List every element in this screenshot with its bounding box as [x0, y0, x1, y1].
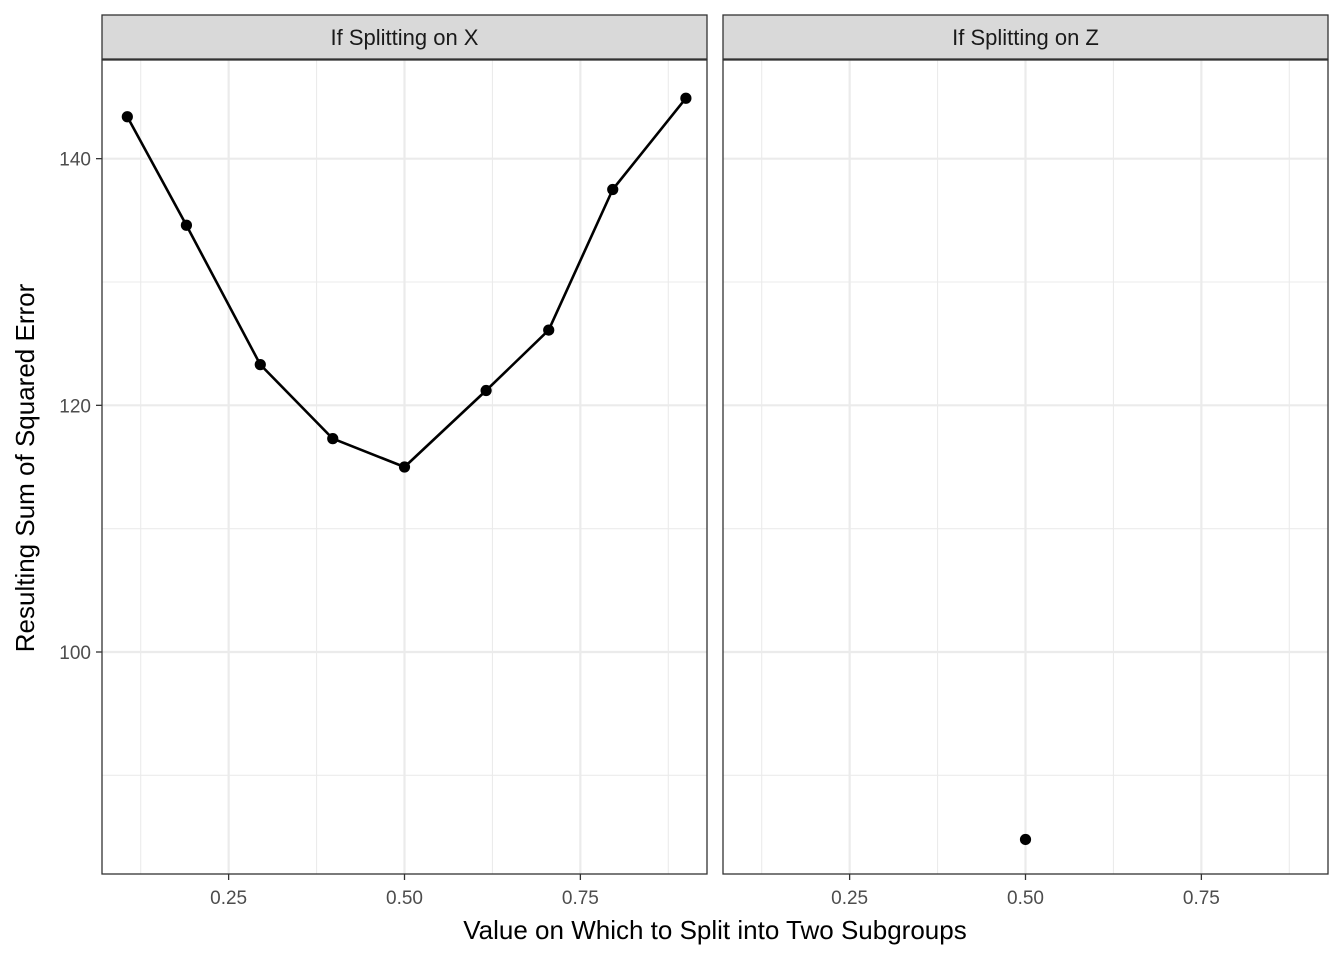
data-point — [680, 92, 692, 104]
data-point — [398, 461, 411, 473]
facet-strip-label: If Splitting on Z — [952, 25, 1099, 50]
y-axis: 100 120 140 — [59, 150, 102, 664]
data-point — [480, 384, 492, 397]
x-tick-label: 0.75 — [1183, 888, 1220, 909]
data-point — [607, 183, 619, 196]
facet-strip — [722, 14, 1329, 60]
y-tick-label: 140 — [59, 150, 91, 171]
facet-panel-2: If Splitting on Z 0.25 0.50 0.75 — [722, 14, 1329, 909]
x-tick-label: 0.25 — [210, 888, 247, 909]
y-axis-title: Resulting Sum of Squared Error — [10, 283, 40, 652]
facet-panel-1: If Splitting on X 0.25 0.50 0.75 — [101, 14, 708, 909]
x-tick-label: 0.25 — [831, 888, 868, 909]
x-tick-label: 0.50 — [386, 888, 423, 909]
y-tick-label: 100 — [59, 643, 91, 664]
y-tick-label: 120 — [59, 396, 91, 417]
facet-strip — [101, 14, 708, 60]
facet-strip-label: If Splitting on X — [331, 25, 479, 50]
data-point — [1019, 833, 1032, 846]
data-point — [543, 324, 555, 336]
data-point — [254, 359, 266, 371]
data-point — [121, 111, 133, 123]
x-tick-label: 0.75 — [562, 888, 599, 909]
x-tick-label: 0.50 — [1007, 888, 1044, 909]
data-point — [180, 219, 193, 231]
data-point — [327, 433, 339, 445]
x-axis-title: Value on Which to Split into Two Subgrou… — [463, 915, 966, 945]
